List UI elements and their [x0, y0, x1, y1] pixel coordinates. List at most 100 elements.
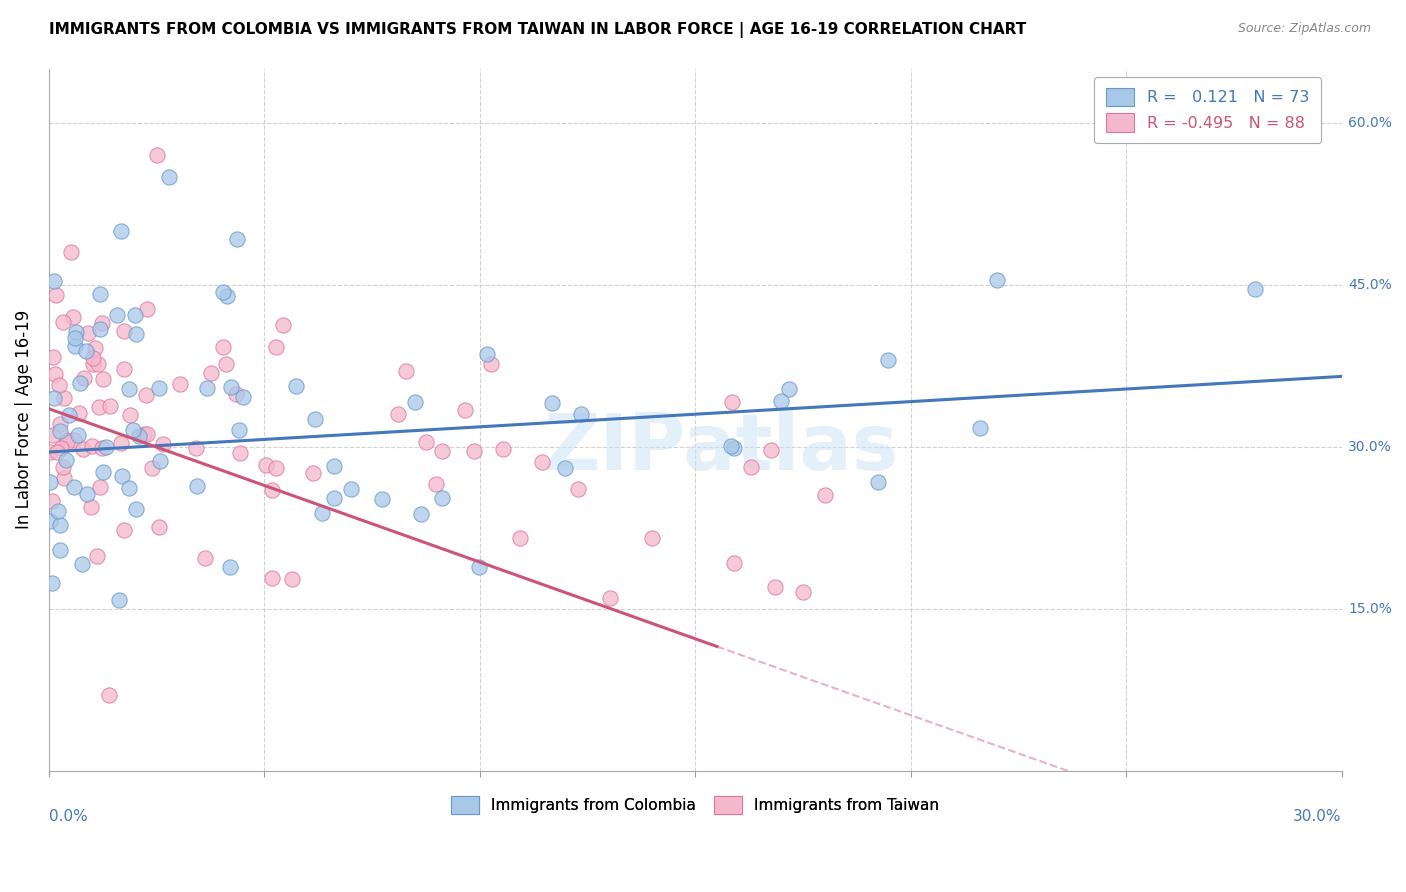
Point	[38, 475, 60, 489]
Point	[91, 465, 114, 479]
Point	[759, 442, 782, 457]
Point	[169, 376, 191, 391]
Point	[509, 531, 531, 545]
Point	[229, 445, 252, 459]
Point	[146, 148, 169, 162]
Point	[453, 403, 475, 417]
Text: 45.0%: 45.0%	[1348, 277, 1392, 292]
Point	[65, 325, 87, 339]
Point	[63, 331, 86, 345]
Point	[792, 585, 814, 599]
Point	[63, 433, 86, 447]
Point	[91, 441, 114, 455]
Point	[200, 366, 222, 380]
Point	[264, 340, 287, 354]
Point	[409, 507, 432, 521]
Point	[82, 357, 104, 371]
Point	[271, 318, 294, 333]
Point	[45, 288, 67, 302]
Point	[87, 401, 110, 415]
Point	[111, 468, 134, 483]
Point	[124, 309, 146, 323]
Point	[877, 353, 900, 368]
Point	[42, 392, 65, 406]
Point	[105, 308, 128, 322]
Point	[100, 399, 122, 413]
Y-axis label: In Labor Force | Age 16-19: In Labor Force | Age 16-19	[15, 310, 32, 529]
Point	[280, 572, 302, 586]
Point	[554, 461, 576, 475]
Point	[475, 347, 498, 361]
Text: ZIPatlas: ZIPatlas	[544, 409, 898, 486]
Point	[211, 285, 233, 299]
Point	[128, 429, 150, 443]
Point	[69, 376, 91, 390]
Point	[1244, 282, 1267, 296]
Point	[969, 421, 991, 435]
Point	[48, 378, 70, 392]
Point	[59, 245, 82, 260]
Point	[254, 458, 277, 473]
Point	[778, 382, 800, 396]
Point	[114, 523, 136, 537]
Point	[260, 571, 283, 585]
Point	[41, 494, 63, 508]
Point	[52, 315, 75, 329]
Point	[80, 500, 103, 515]
Point	[986, 272, 1008, 286]
Point	[97, 688, 120, 702]
Point	[55, 453, 77, 467]
Point	[84, 341, 107, 355]
Point	[266, 461, 288, 475]
Point	[63, 339, 86, 353]
Point	[149, 454, 172, 468]
Point	[44, 367, 66, 381]
Point	[813, 488, 835, 502]
Point	[94, 440, 117, 454]
Point	[48, 424, 70, 438]
Point	[53, 471, 76, 485]
Point	[571, 407, 593, 421]
Point	[91, 372, 114, 386]
Point	[541, 395, 564, 409]
Point	[125, 502, 148, 516]
Point	[62, 480, 84, 494]
Point	[723, 441, 745, 455]
Point	[89, 480, 111, 494]
Point	[118, 409, 141, 423]
Point	[141, 460, 163, 475]
Point	[148, 520, 170, 534]
Point	[212, 340, 235, 354]
Point	[740, 459, 762, 474]
Point	[41, 350, 63, 364]
Point	[46, 444, 69, 458]
Point	[463, 443, 485, 458]
Point	[110, 223, 132, 237]
Point	[66, 427, 89, 442]
Point	[599, 591, 621, 605]
Point	[122, 423, 145, 437]
Point	[226, 232, 249, 246]
Point	[52, 459, 75, 474]
Point	[157, 169, 180, 184]
Text: Source: ZipAtlas.com: Source: ZipAtlas.com	[1237, 22, 1371, 36]
Point	[370, 492, 392, 507]
Point	[184, 441, 207, 455]
Point	[56, 435, 79, 450]
Point	[415, 434, 437, 449]
Point	[76, 486, 98, 500]
Point	[721, 395, 744, 409]
Point	[132, 427, 155, 442]
Text: 30.0%: 30.0%	[1348, 440, 1392, 454]
Point	[118, 382, 141, 396]
Text: 30.0%: 30.0%	[1294, 809, 1341, 824]
Point	[72, 442, 94, 456]
Point	[82, 439, 104, 453]
Point	[404, 395, 426, 409]
Point	[118, 481, 141, 495]
Point	[49, 441, 72, 455]
Point	[430, 491, 453, 505]
Text: IMMIGRANTS FROM COLOMBIA VS IMMIGRANTS FROM TAIWAN IN LABOR FORCE | AGE 16-19 CO: IMMIGRANTS FROM COLOMBIA VS IMMIGRANTS F…	[49, 22, 1026, 38]
Point	[91, 316, 114, 330]
Point	[41, 427, 63, 442]
